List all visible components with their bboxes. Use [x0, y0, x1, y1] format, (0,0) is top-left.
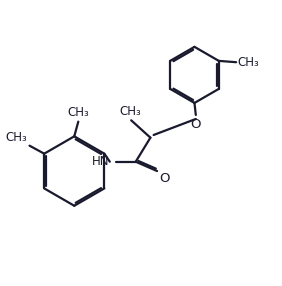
- Text: CH₃: CH₃: [237, 56, 259, 69]
- Text: CH₃: CH₃: [67, 106, 89, 120]
- Text: O: O: [191, 118, 201, 131]
- Text: CH₃: CH₃: [6, 131, 27, 144]
- Text: O: O: [159, 172, 170, 185]
- Text: CH₃: CH₃: [119, 105, 141, 118]
- Text: HN: HN: [92, 155, 110, 168]
